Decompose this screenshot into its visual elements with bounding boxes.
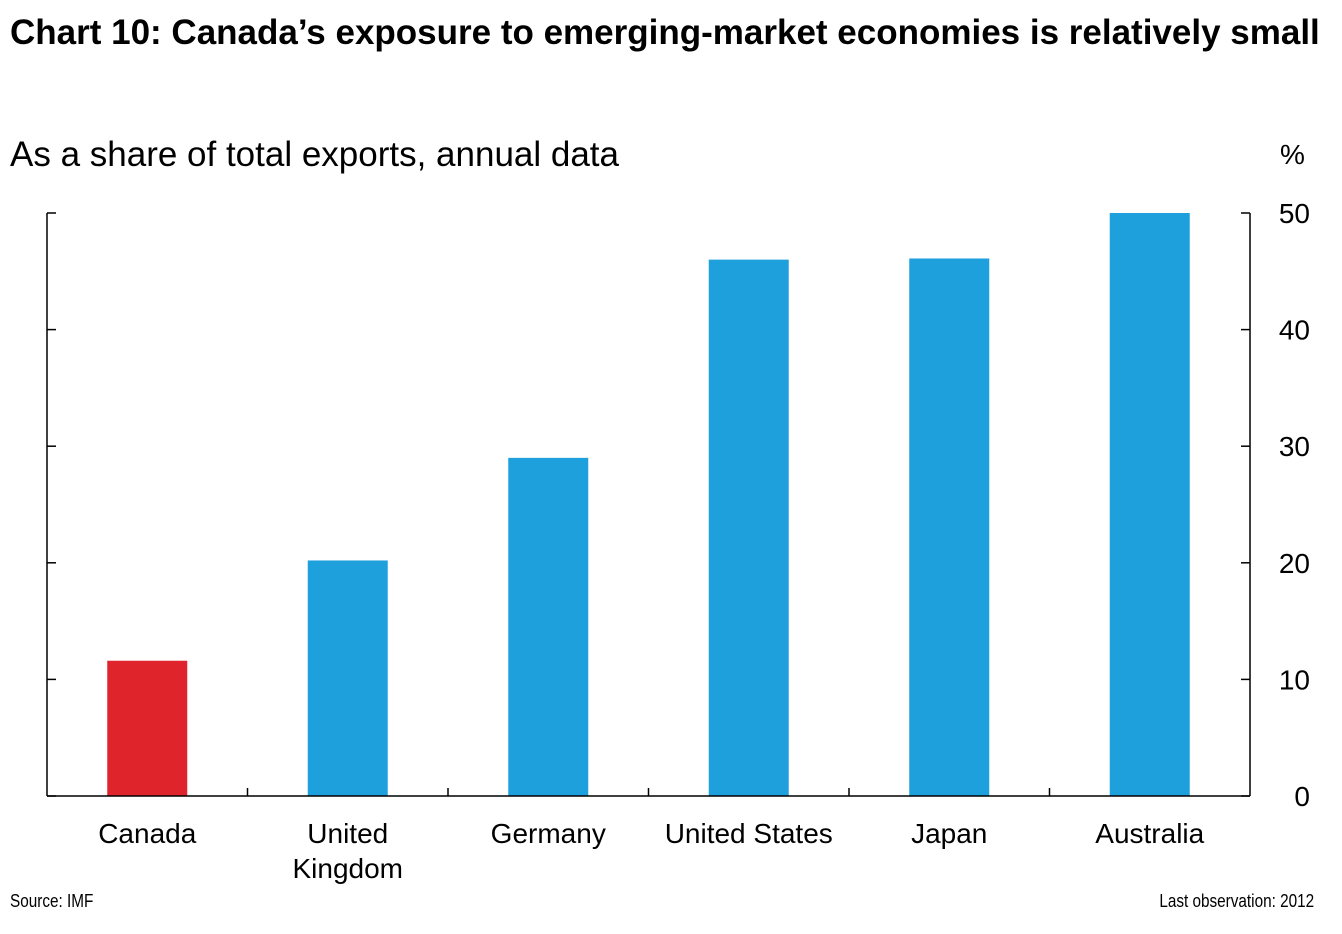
y-tick-label-10: 10 bbox=[1279, 664, 1310, 695]
bar-australia bbox=[1109, 213, 1190, 796]
y-tick-label-30: 30 bbox=[1279, 431, 1310, 462]
x-tick-label-canada: Canada bbox=[98, 818, 197, 849]
bar-united-kingdom bbox=[307, 560, 388, 796]
x-tick-label-japan: Japan bbox=[911, 818, 987, 849]
bar-germany bbox=[508, 457, 589, 796]
x-tick-label-germany: Germany bbox=[491, 818, 606, 849]
source-note: Source: IMF bbox=[10, 891, 94, 911]
y-tick-label-40: 40 bbox=[1279, 315, 1310, 346]
last-observation-note: Last observation: 2012 bbox=[1159, 891, 1314, 911]
bar-japan bbox=[909, 258, 990, 796]
x-tick-label-united-states: United States bbox=[665, 818, 833, 849]
y-tick-label-20: 20 bbox=[1279, 548, 1310, 579]
bar-canada bbox=[107, 660, 188, 796]
bar-united-states bbox=[708, 259, 789, 796]
chart-title: Chart 10: Canada’s exposure to emerging-… bbox=[10, 13, 1320, 52]
x-tick-label-australia: Australia bbox=[1095, 818, 1204, 849]
y-axis-unit: % bbox=[1280, 139, 1305, 170]
x-tick-label-united-kingdom: United Kingdom bbox=[292, 818, 403, 884]
y-tick-label-50: 50 bbox=[1279, 198, 1310, 229]
y-tick-label-0: 0 bbox=[1294, 781, 1310, 812]
chart-subtitle: As a share of total exports, annual data bbox=[10, 135, 619, 174]
